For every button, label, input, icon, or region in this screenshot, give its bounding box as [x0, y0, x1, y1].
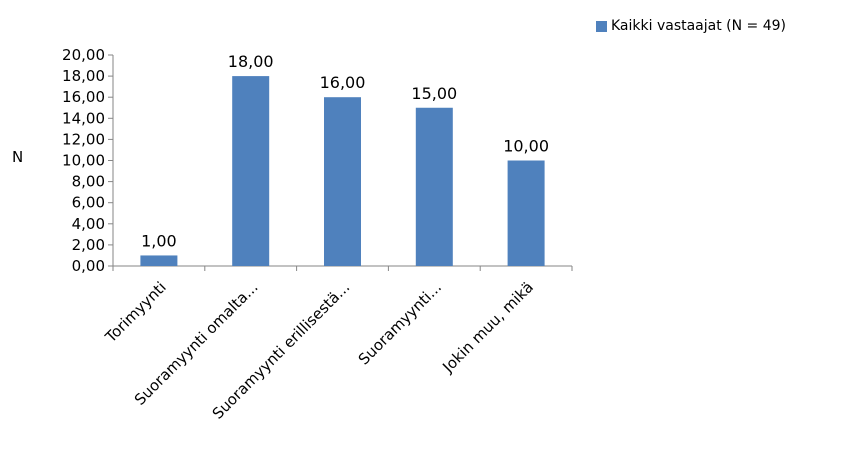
bar [324, 97, 361, 266]
y-tick-label: 0,00 [72, 257, 105, 275]
legend-swatch [596, 20, 607, 32]
y-tick-label: 18,00 [62, 67, 105, 85]
data-label: 18,00 [228, 52, 274, 71]
y-tick-label: 20,00 [62, 46, 105, 64]
data-label: 10,00 [503, 137, 549, 156]
x-tick-label: Suoramyynti... [355, 278, 445, 368]
y-tick-label: 2,00 [72, 236, 105, 254]
y-tick-label: 16,00 [62, 88, 105, 106]
data-label: 16,00 [320, 73, 366, 92]
legend-label: Kaikki vastaajat (N = 49) [611, 18, 787, 34]
y-tick-label: 6,00 [72, 194, 105, 212]
y-tick-label: 8,00 [72, 173, 105, 191]
data-label: 15,00 [411, 84, 457, 103]
bar [232, 76, 270, 266]
legend: Kaikki vastaajat (N = 49) [596, 18, 786, 34]
y-axis-label: N [12, 148, 24, 166]
x-tick-label: Torimyynti [101, 278, 170, 347]
bar [415, 107, 453, 266]
y-tick-label: 4,00 [72, 215, 105, 233]
y-tick-label: 12,00 [62, 130, 105, 148]
y-tick-label: 10,00 [62, 152, 105, 170]
y-tick-label: 14,00 [62, 109, 105, 127]
bar [140, 255, 178, 266]
data-label: 1,00 [141, 231, 177, 250]
bar [507, 160, 545, 266]
x-tick-label: Jokin muu, mikä [438, 278, 536, 376]
